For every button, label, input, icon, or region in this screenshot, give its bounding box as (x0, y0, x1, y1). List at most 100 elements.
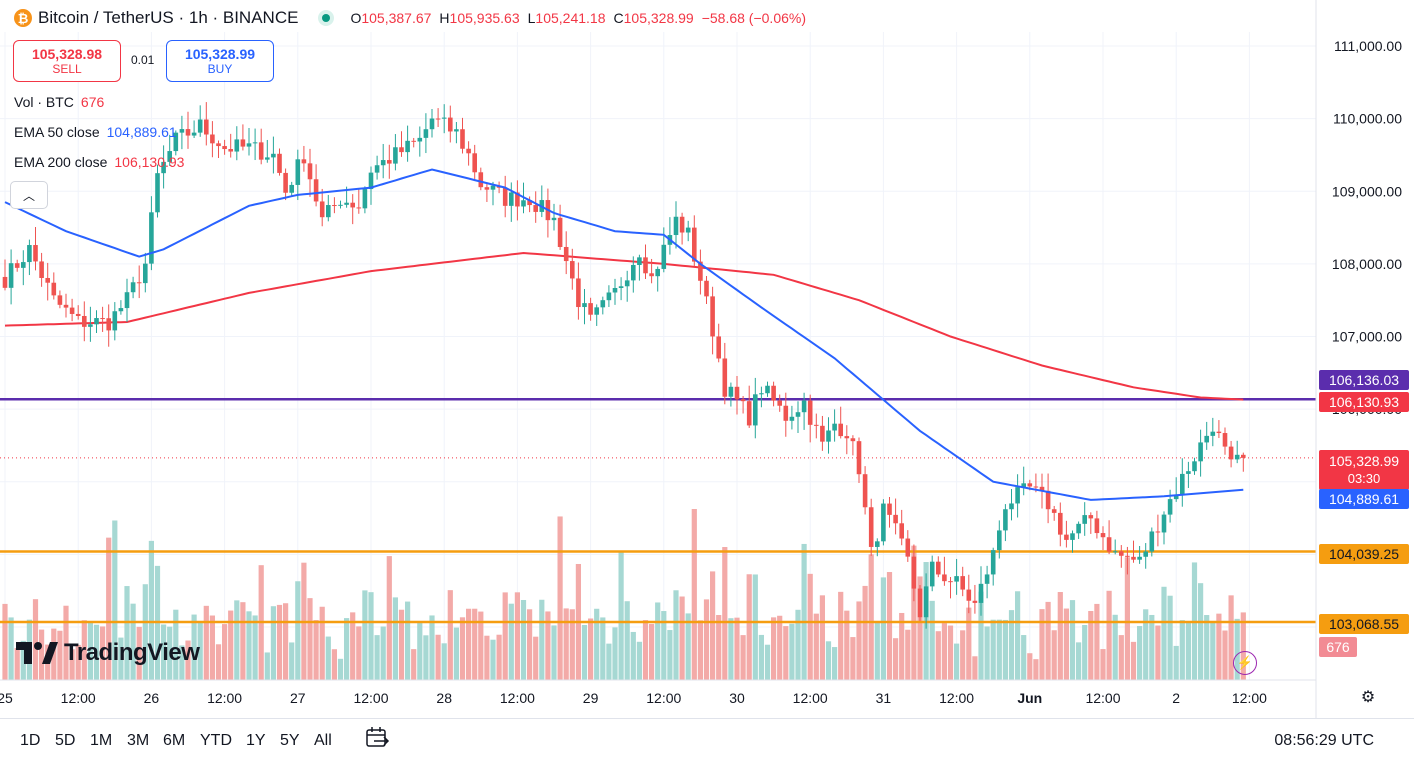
candle-body (795, 412, 801, 417)
candle-body (1100, 533, 1106, 538)
buy-button[interactable]: 105,328.99 BUY (166, 40, 274, 82)
sell-button[interactable]: 105,328.98 SELL (13, 40, 121, 82)
flash-icon[interactable]: ⚡ (1233, 651, 1257, 675)
candle-body (1064, 534, 1069, 540)
hline-orange-price-badge-1[interactable]: 104,039.25 (1319, 544, 1409, 564)
hline-purple-price-badge[interactable]: 106,136.03 (1319, 370, 1409, 390)
volume-bar (179, 645, 185, 680)
candle-body (1216, 431, 1222, 434)
timeframe-5d[interactable]: 5D (55, 732, 76, 749)
timeframe-1y[interactable]: 1Y (246, 732, 266, 749)
candle-body (905, 538, 911, 557)
candle-body (777, 400, 782, 406)
candle-body (789, 416, 795, 421)
candle-body (1003, 509, 1008, 531)
ema200-legend-value: 106,130.93 (114, 154, 185, 170)
timeframe-1m[interactable]: 1M (90, 732, 113, 749)
candle-body (899, 523, 904, 539)
volume-bar (935, 631, 941, 680)
horizontal-lines[interactable] (0, 397, 1316, 624)
spread-value: 0.01 (131, 53, 155, 67)
timeframe-all[interactable]: All (314, 732, 332, 749)
volume-bar (411, 649, 417, 680)
utc-clock[interactable]: 08:56:29 UTC (1274, 732, 1374, 749)
change-value: −58.68 (−0.06%) (701, 10, 806, 26)
volume-bar (588, 618, 594, 680)
volume-bar (1130, 641, 1137, 680)
volume-bar (594, 608, 600, 680)
time-tick-label: 12:00 (646, 690, 681, 706)
volume-bar (1106, 590, 1112, 680)
candle-body (838, 423, 843, 437)
candle-body (814, 424, 819, 426)
hline-orange-price-badge-2[interactable]: 103,068.55 (1319, 614, 1409, 634)
time-tick-label: 25 (0, 690, 13, 706)
volume-bar (435, 634, 441, 680)
timeframe-5y[interactable]: 5Y (280, 732, 300, 749)
timeframe-3m[interactable]: 3M (127, 732, 150, 749)
settings-icon[interactable]: ⚙ (1360, 689, 1376, 706)
legend-ema50[interactable]: EMA 50 close 104,889.61 (14, 124, 177, 140)
candle-body (460, 129, 465, 149)
buy-label: BUY (207, 62, 233, 76)
candle-body (942, 574, 947, 582)
volume-bar (234, 600, 240, 680)
symbol-title[interactable]: Bitcoin / TetherUS · 1h · BINANCE (38, 8, 299, 27)
candle-body (771, 385, 776, 401)
candle-body (563, 246, 569, 262)
candle-body (588, 303, 593, 315)
volume-bar (1228, 595, 1234, 680)
volume-bar (350, 612, 356, 680)
volume-bar (612, 627, 618, 680)
chevron-up-icon: ︿ (22, 188, 35, 203)
candle-body (57, 295, 63, 305)
volume-bar (264, 652, 270, 680)
candle-body (1204, 435, 1209, 443)
candle-body (868, 507, 874, 547)
volume-bar (819, 595, 825, 680)
candle-body (631, 264, 636, 281)
time-tick-label: 27 (290, 690, 306, 706)
candle-body (454, 129, 459, 132)
legend-volume[interactable]: Vol · BTC 676 (14, 94, 104, 110)
volume-bar (1057, 592, 1063, 680)
timeframe-1d[interactable]: 1D (20, 732, 41, 749)
volume-bar (228, 610, 234, 680)
volume-bar (850, 637, 856, 680)
legend-ema200[interactable]: EMA 200 close 106,130.93 (14, 154, 184, 170)
volume-legend-label: Vol · BTC (14, 94, 74, 110)
candle-body (832, 423, 837, 431)
volume-bar (472, 608, 478, 680)
candle-body (1119, 551, 1124, 556)
candle-body (75, 313, 81, 316)
collapse-legend-button[interactable]: ︿ (10, 181, 48, 209)
candle-body (734, 386, 740, 400)
candle-body (63, 304, 69, 308)
candle-body (521, 200, 526, 207)
timeframe-6m[interactable]: 6M (163, 732, 186, 749)
candle-body (649, 273, 654, 277)
candle-body (1131, 556, 1136, 560)
candle-body (1161, 514, 1167, 533)
volume-bar (1124, 557, 1130, 680)
volume-bar (1222, 630, 1228, 680)
market-status-icon[interactable] (322, 14, 331, 22)
candle-body (295, 159, 301, 185)
sell-label: SELL (52, 62, 82, 76)
candle-body (1180, 473, 1185, 495)
candle-body (966, 589, 972, 601)
volume-bar (331, 649, 337, 680)
calendar-goto-icon[interactable] (364, 726, 390, 750)
volume-bar (551, 625, 557, 680)
volume-bar (191, 614, 197, 680)
volume-bar (1021, 635, 1027, 680)
timeframe-ytd[interactable]: YTD (200, 732, 232, 749)
volume-bar (710, 571, 716, 680)
candle-body (356, 207, 362, 209)
candle-body (1173, 494, 1179, 500)
high-label: H (439, 10, 450, 26)
volume-bar (270, 606, 276, 680)
volume-bar (295, 581, 301, 680)
candle-body (1070, 533, 1075, 540)
